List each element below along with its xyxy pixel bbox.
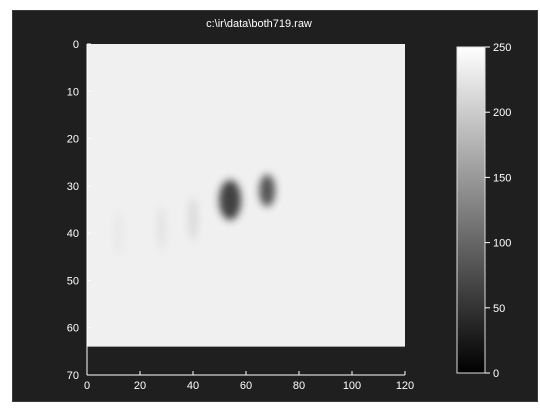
colorbar-tick-label: 0 (493, 368, 499, 380)
figure-panel: c:\ir\data\both719.raw 0 20 40 60 80 100 120 0 1… (12, 10, 538, 402)
colorbar-tick-label: 200 (493, 107, 511, 119)
y-tick-label: 40 (67, 228, 79, 240)
colorbar-tick-label: 250 (493, 42, 511, 54)
chart-title: c:\ir\data\both719.raw (206, 18, 312, 30)
x-tick-label: 40 (187, 380, 199, 392)
x-tick-label: 100 (343, 380, 361, 392)
heatmap-image-group (87, 44, 405, 347)
heatmap-dark-spot (219, 180, 242, 221)
colorbar-tick-label: 150 (493, 172, 511, 184)
colorbar-group: 0 50 100 150 200 250 (456, 42, 511, 380)
heatmap-dark-spot (113, 211, 124, 256)
colorbar-gradient (456, 46, 486, 374)
x-tick-label: 80 (293, 380, 305, 392)
y-tick-label: 30 (67, 181, 79, 193)
y-tick-label: 10 (67, 86, 79, 98)
heatmap-chart: c:\ir\data\both719.raw 0 20 40 60 80 100 12001… (67, 18, 512, 392)
x-tick-label: 0 (84, 380, 90, 392)
y-tick-label: 0 (73, 39, 79, 51)
y-tick-label: 70 (67, 370, 79, 382)
heatmap-spot-group (113, 174, 276, 256)
y-tick-label: 50 (67, 275, 79, 287)
axes-group: 0 20 40 60 80 100 120 0 10 20 30 40 50 60 70 (67, 39, 414, 392)
colorbar-tick-group: 0 50 100 150 200 250 (485, 42, 511, 380)
colorbar-tick-label: 100 (493, 238, 511, 250)
x-tick-label: 20 (134, 380, 146, 392)
y-tick-label: 20 (67, 134, 79, 146)
heatmap-image (87, 44, 405, 347)
colorbar-tick-label: 50 (493, 303, 505, 315)
x-tick-label: 60 (240, 380, 252, 392)
heatmap-dark-spot (156, 206, 167, 251)
heatmap-dark-spot (188, 196, 198, 241)
x-tick-label: 120 (396, 380, 414, 392)
heatmap-dark-spot (259, 174, 276, 207)
y-tick-label: 60 (67, 323, 79, 335)
